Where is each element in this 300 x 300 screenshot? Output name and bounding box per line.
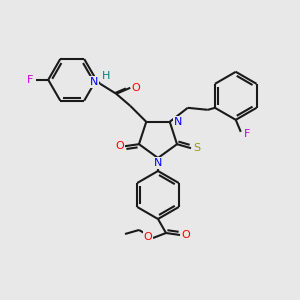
Text: O: O (144, 232, 152, 242)
Text: N: N (174, 117, 182, 127)
Text: O: O (116, 141, 124, 151)
Text: F: F (244, 129, 250, 139)
Text: S: S (194, 143, 201, 153)
Text: O: O (182, 230, 190, 240)
Text: N: N (154, 158, 162, 168)
Text: N: N (90, 77, 98, 87)
Text: O: O (132, 83, 141, 93)
Text: F: F (27, 75, 33, 85)
Text: H: H (102, 71, 110, 81)
